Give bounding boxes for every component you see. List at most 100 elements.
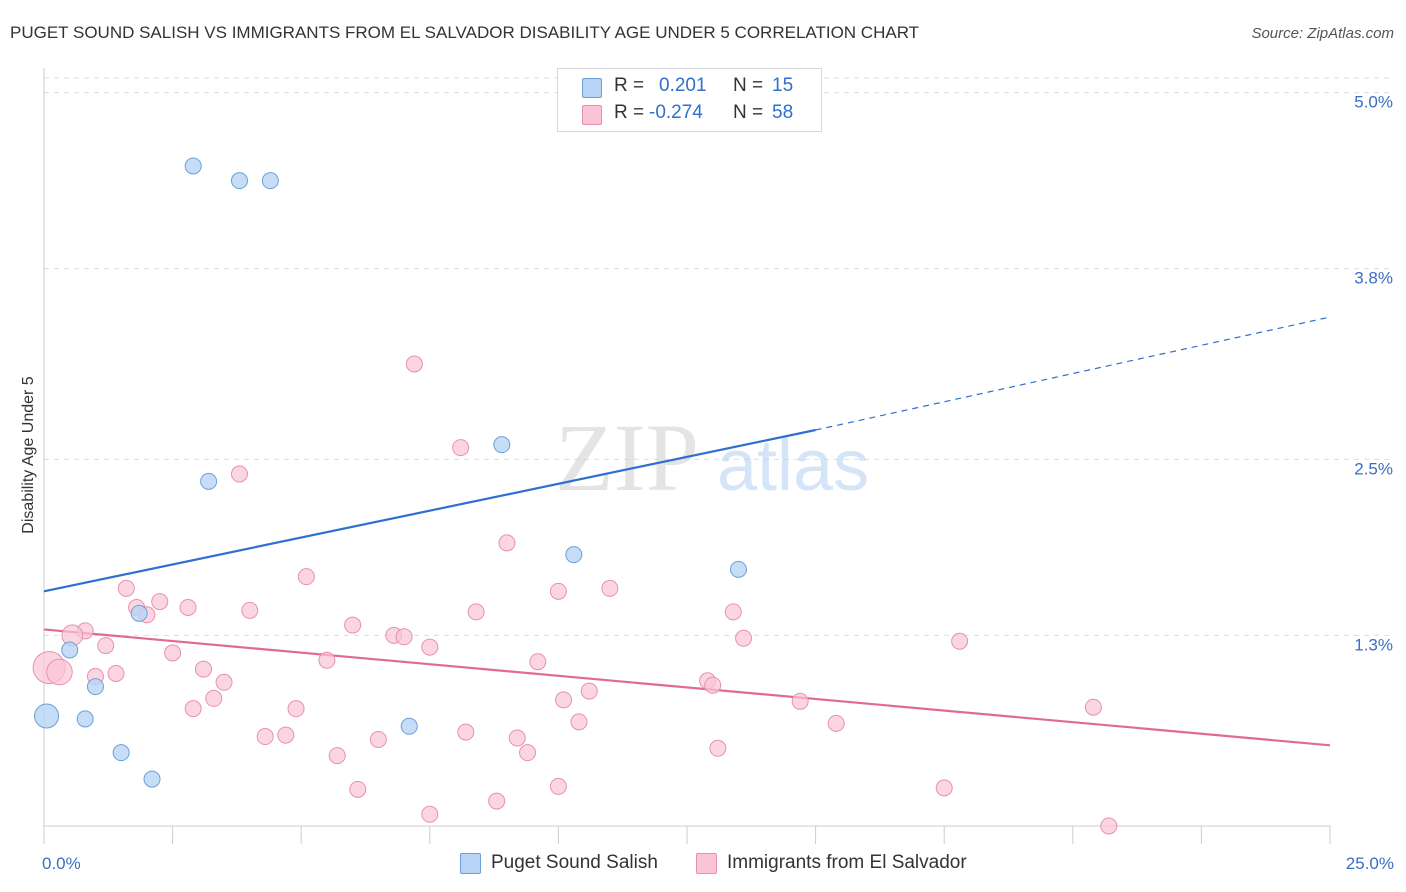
y-tick-label: 5.0% [1354, 93, 1393, 112]
legend-r-label: R = [614, 102, 645, 123]
data-point [395, 628, 413, 646]
chart-title: PUGET SOUND SALISH VS IMMIGRANTS FROM EL… [10, 23, 920, 42]
data-point [86, 678, 104, 696]
data-point [117, 579, 135, 597]
data-point [467, 603, 485, 621]
data-point [287, 700, 305, 718]
data-point [261, 172, 279, 190]
legend-n-label: N = [733, 75, 764, 96]
data-point [529, 653, 547, 671]
data-point [184, 157, 202, 175]
data-point [76, 710, 94, 728]
data-point [508, 729, 526, 747]
data-point [565, 546, 583, 564]
series-immigrants-el-salvador-points [32, 355, 1118, 835]
data-point [34, 703, 60, 729]
legend-r-value: 0.201 [659, 75, 707, 96]
tick-labels: 1.3% 2.5% 3.8% 5.0% 0.0% 25.0% [42, 93, 1394, 873]
data-point [97, 637, 115, 655]
grid-lines [44, 77, 1394, 636]
bottom-legend-label: Puget Sound Salish [491, 852, 658, 873]
data-point [184, 700, 202, 718]
data-point [349, 780, 367, 798]
trend-line-puget-sound-salish [43, 428, 816, 593]
data-point [452, 439, 470, 457]
data-point [729, 560, 747, 578]
x-tick-label: 0.0% [42, 854, 81, 873]
data-point [498, 534, 516, 552]
data-point [519, 744, 537, 762]
data-point [230, 465, 248, 483]
data-point [61, 641, 79, 659]
data-point [164, 644, 182, 662]
data-point [791, 692, 809, 710]
series-puget-sound-salish-points [34, 157, 747, 788]
data-point [205, 689, 223, 707]
data-point [1084, 698, 1102, 716]
data-point [827, 714, 845, 732]
legend-swatch-pink [582, 105, 602, 125]
data-point [405, 355, 423, 373]
data-point [112, 744, 130, 762]
bottom-legend-label: Immigrants from El Salvador [727, 852, 967, 873]
legend-n-label: N = [733, 102, 764, 123]
data-point [570, 713, 588, 731]
data-point [580, 682, 598, 700]
data-point [724, 603, 742, 621]
watermark-atlas: atlas [717, 426, 869, 506]
legend-r-value: -0.274 [649, 102, 703, 123]
y-tick-label: 2.5% [1354, 459, 1393, 478]
data-point [143, 770, 161, 788]
legend-r-label: R = [614, 75, 645, 96]
data-point [241, 601, 259, 619]
data-point [704, 676, 722, 694]
data-point [277, 726, 295, 744]
data-point [46, 658, 73, 686]
data-point [107, 664, 125, 682]
data-point [549, 582, 567, 600]
data-point [1100, 817, 1118, 835]
trend-line-puget-sound-salish-extension [815, 316, 1331, 431]
trend-lines [43, 316, 1331, 747]
y-tick-label: 1.3% [1354, 635, 1393, 654]
data-point [549, 777, 567, 795]
watermark-zip: ZIP [555, 404, 699, 511]
data-point [457, 723, 475, 741]
data-point [328, 747, 346, 765]
data-point [555, 691, 573, 709]
data-point [400, 717, 418, 735]
data-point [318, 651, 336, 669]
x-tick-label: 25.0% [1346, 854, 1394, 873]
trend-line-immigrants-el-salvador [43, 628, 1331, 747]
source-label: Source: ZipAtlas.com [1251, 25, 1394, 42]
data-point [130, 604, 148, 622]
data-point [200, 472, 218, 490]
data-point [215, 673, 233, 691]
data-point [179, 598, 197, 616]
data-point [951, 632, 969, 650]
data-point [709, 739, 727, 757]
data-point [256, 728, 274, 746]
y-tick-label: 3.8% [1354, 269, 1393, 288]
data-point [935, 779, 953, 797]
data-point [344, 616, 362, 634]
legend-n-value: 58 [772, 102, 794, 123]
legend-n-value: 15 [772, 75, 794, 96]
data-point [297, 568, 315, 586]
data-point [488, 792, 506, 810]
bottom-legend-swatch-blue [460, 853, 481, 874]
legend-swatch-blue [582, 78, 602, 98]
data-point [421, 805, 439, 823]
data-point [151, 593, 169, 611]
data-point [421, 638, 439, 656]
data-point [194, 660, 212, 678]
legend-box: R = 0.201 N = 15 R = -0.274 N = 58 [557, 68, 822, 132]
y-axis-label: Disability Age Under 5 [20, 376, 37, 534]
data-point [735, 629, 753, 647]
data-point [493, 436, 511, 454]
watermark: ZIP atlas [555, 404, 869, 511]
data-point [230, 172, 248, 190]
bottom-legend-swatch-pink [696, 853, 717, 874]
data-point [369, 730, 387, 748]
